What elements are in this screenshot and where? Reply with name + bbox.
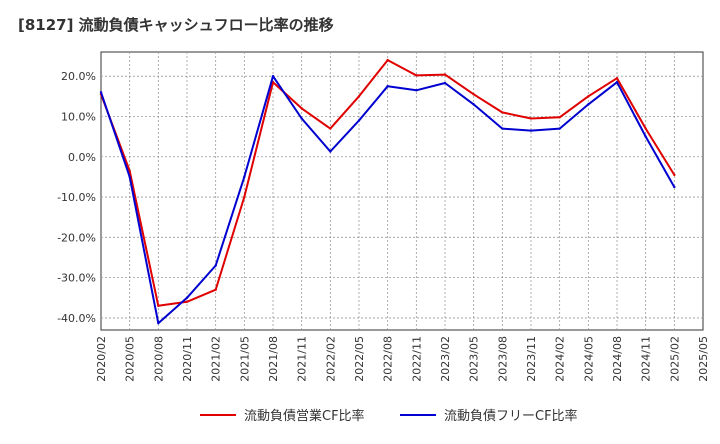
legend-label: 流動負債フリーCF比率 — [444, 408, 578, 424]
chart-title: [8127] 流動負債キャッシュフロー比率の推移 — [18, 16, 334, 34]
data-point — [357, 119, 361, 122]
data-point — [615, 76, 619, 80]
data-point — [99, 91, 103, 94]
data-point — [185, 300, 189, 303]
data-point — [472, 93, 475, 96]
x-tick-label: 2024/11 — [640, 336, 653, 382]
y-tick-label: 20.0% — [61, 70, 96, 83]
data-point — [185, 296, 189, 299]
data-point — [673, 173, 676, 177]
data-point — [443, 73, 447, 76]
y-tick-label: -40.0% — [57, 312, 96, 325]
x-tick-label: 2021/05 — [238, 336, 251, 382]
data-point — [300, 117, 303, 120]
series-lines — [99, 58, 676, 325]
x-tick-label: 2023/08 — [496, 336, 509, 382]
x-tick-label: 2025/05 — [697, 336, 710, 382]
data-point — [443, 81, 447, 85]
plot-area — [100, 51, 704, 331]
data-point — [558, 127, 561, 130]
data-point — [673, 185, 676, 189]
axes: 2020/02 2020/05 2020/08 2020/11 2021/02 2021/… — [57, 70, 710, 382]
x-tick-label: 2022/05 — [353, 336, 366, 382]
data-point — [271, 74, 275, 78]
x-tick-label: 2025/02 — [668, 336, 681, 382]
data-point — [386, 85, 389, 88]
data-point — [644, 127, 647, 130]
y-tick-label: -30.0% — [57, 272, 96, 285]
data-point — [529, 129, 533, 132]
data-point — [157, 304, 160, 308]
data-point — [214, 288, 217, 291]
data-point — [501, 111, 504, 114]
data-point — [357, 95, 361, 98]
x-tick-label: 2020/05 — [124, 336, 137, 382]
legend-label: 流動負債営業CF比率 — [244, 408, 365, 424]
x-tick-label: 2022/08 — [382, 336, 395, 382]
x-tick-label: 2022/11 — [410, 336, 423, 382]
data-point — [243, 195, 246, 199]
data-point — [644, 135, 647, 138]
data-point — [157, 321, 160, 325]
data-point — [128, 169, 131, 173]
data-point — [329, 150, 332, 153]
data-point — [587, 95, 590, 98]
y-tick-label: -10.0% — [57, 191, 96, 204]
data-point — [529, 117, 533, 120]
data-point — [558, 116, 561, 119]
y-tick-label: -20.0% — [57, 231, 96, 244]
data-point — [243, 175, 246, 179]
x-tick-label: 2021/02 — [210, 336, 223, 382]
grid-lines — [101, 52, 703, 330]
data-point — [587, 103, 590, 106]
y-tick-label: 10.0% — [61, 110, 96, 123]
x-tick-label: 2023/05 — [468, 336, 481, 382]
data-point — [472, 103, 475, 106]
data-point — [128, 175, 131, 179]
data-point — [329, 127, 332, 130]
x-tick-label: 2020/08 — [152, 336, 165, 382]
data-point — [386, 58, 389, 62]
x-tick-label: 2022/02 — [324, 336, 337, 382]
legend: 流動負債営業CF比率 流動負債フリーCF比率 — [200, 408, 578, 424]
x-tick-label: 2023/11 — [525, 336, 538, 382]
y-tick-label: 0.0% — [68, 151, 96, 164]
data-point — [300, 107, 303, 110]
x-tick-label: 2024/08 — [611, 336, 624, 382]
data-point — [501, 127, 504, 130]
x-tick-label: 2024/05 — [582, 336, 595, 382]
x-tick-label: 2023/02 — [439, 336, 452, 382]
x-tick-label: 2021/08 — [267, 336, 280, 382]
data-point — [415, 74, 418, 77]
data-point — [615, 81, 619, 84]
x-tick-label: 2020/02 — [95, 336, 108, 382]
data-point — [214, 264, 217, 267]
x-tick-label: 2021/11 — [296, 336, 309, 382]
x-tick-label: 2020/11 — [181, 336, 194, 382]
x-tick-label: 2024/02 — [554, 336, 567, 382]
data-point — [415, 89, 418, 92]
